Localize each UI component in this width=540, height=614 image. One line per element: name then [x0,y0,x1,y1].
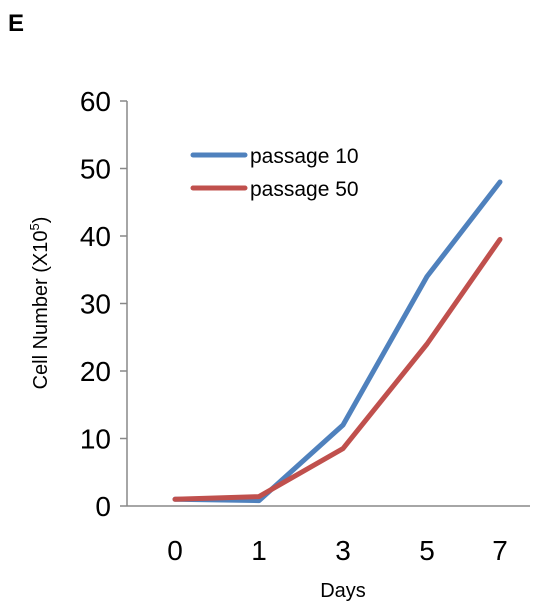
x-axis-title: Days [320,580,366,602]
y-tick-label: 0 [95,491,111,522]
x-tick-label: 1 [251,535,267,566]
legend: passage 10 passage 50 [190,145,359,201]
y-axis-title-exponent: 5 [27,223,42,230]
x-tick-label: 7 [492,535,508,566]
legend-label: passage 50 [250,178,359,201]
y-tick-label: 60 [80,86,111,117]
y-axis-title-close: ) [30,217,52,224]
x-axis-ticks: 0 1 3 5 7 [167,535,508,566]
series-line-1 [172,179,503,504]
y-axis-title-main: Cell Number (X10 [30,230,52,389]
y-tick-label: 40 [80,221,111,252]
x-tick-label: 3 [335,535,351,566]
y-tick-label: 10 [80,424,111,455]
y-axis-title: Cell Number (X105) [27,217,52,390]
x-tick-label: 5 [419,535,435,566]
series-lines [172,179,503,504]
y-axis-ticks: 0 10 20 30 40 50 60 [80,86,127,522]
legend-label: passage 10 [250,145,359,168]
y-tick-label: 20 [80,356,111,387]
x-tick-label: 0 [167,535,183,566]
y-tick-label: 50 [80,154,111,185]
series-line-2 [172,236,503,502]
panel-label: E [8,10,25,37]
y-tick-label: 30 [80,289,111,320]
